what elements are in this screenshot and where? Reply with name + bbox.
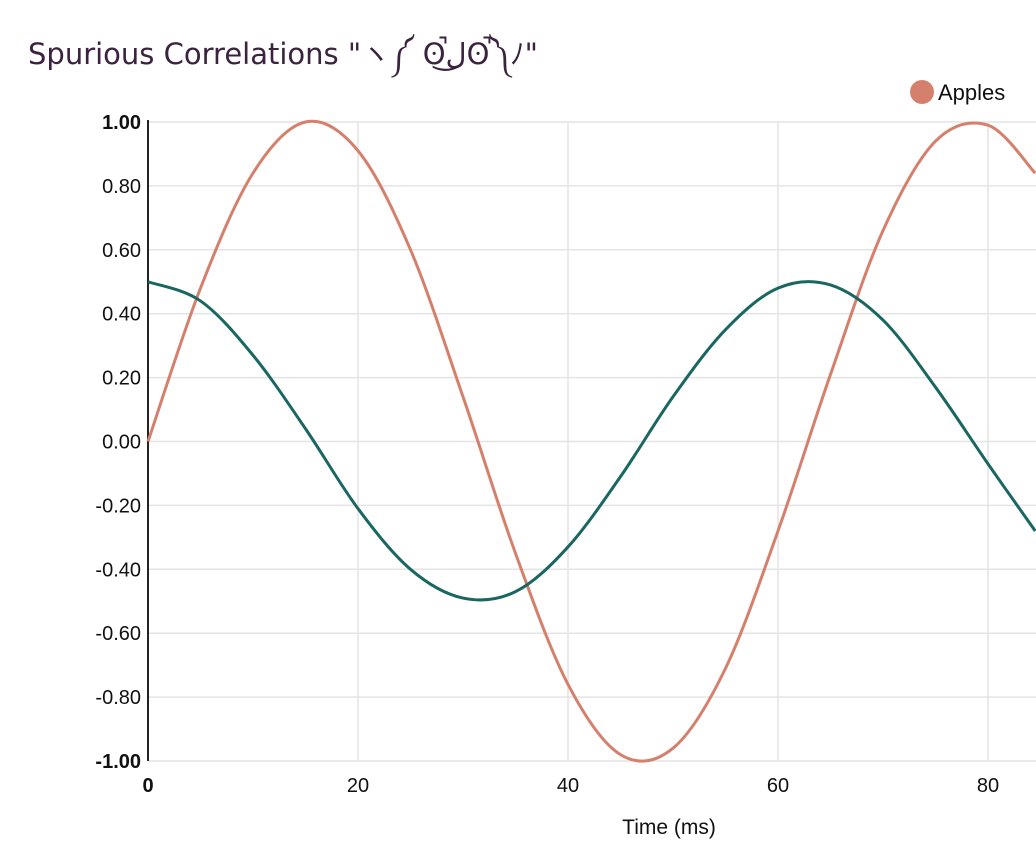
series-line-apples [146,119,1036,763]
tick-labels: 1.00 0.80 0.60 0.40 0.20 0.00 -0.20 -0.40 -0.60 -… [95,112,999,797]
legend: Apples [910,80,1005,105]
x-tick-label: 80 [977,775,999,797]
x-tick-label: 60 [767,775,789,797]
y-tick-label: 0.00 [102,432,141,454]
y-tick-label: -0.20 [95,495,141,517]
y-tick-label: 0.60 [102,240,141,262]
x-tick-label: 40 [557,775,579,797]
chart-title: Spurious Correlations "ヽ༼ ʘ̚ل͜ʘ̚༽ﾉ" [28,37,538,71]
y-tick-label: 0.40 [102,304,141,326]
y-tick-label: 0.80 [102,176,141,198]
series-lines [146,119,1036,763]
y-tick-label: -0.80 [95,687,141,709]
x-tick-label: 0 [142,775,153,797]
y-tick-label: -0.60 [95,623,141,645]
x-axis-title: Time (ms) [622,816,716,839]
y-tick-label: -1.00 [95,751,141,773]
legend-swatch [910,80,934,104]
legend-label: Apples [938,80,1005,105]
x-tick-label: 20 [347,775,369,797]
y-tick-label: 0.20 [102,368,141,390]
y-tick-label: -0.40 [95,559,141,581]
grid [148,121,1036,762]
y-tick-label: 1.00 [102,112,141,134]
series-line-teal [147,280,1036,602]
